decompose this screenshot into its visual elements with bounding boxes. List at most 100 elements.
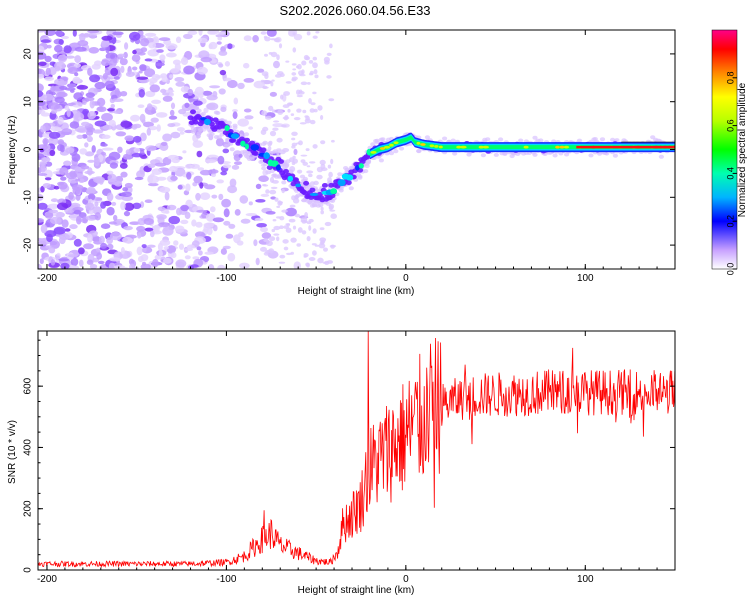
noise-blob — [60, 176, 67, 181]
noise-blob — [291, 63, 297, 66]
noise-blob — [57, 54, 68, 63]
noise-blob — [145, 145, 157, 152]
ridge-halo — [226, 120, 232, 125]
noise-blob — [131, 54, 141, 62]
noise-blob — [44, 211, 54, 219]
noise-blob — [227, 43, 233, 50]
snr-x-tick-label: -200 — [37, 574, 57, 585]
noise-blob — [168, 115, 178, 120]
ridge-halo — [309, 181, 316, 186]
noise-blob — [39, 161, 48, 166]
noise-blob — [177, 184, 183, 190]
noise-blob — [150, 230, 155, 238]
noise-blob — [192, 140, 204, 148]
snr-x-ticks: -200 -100 0 100 — [37, 331, 676, 585]
noise-blob — [222, 148, 230, 154]
noise-blob — [191, 219, 197, 227]
noise-blob — [292, 198, 300, 204]
noise-blob — [318, 243, 326, 249]
ridge-halo — [229, 147, 235, 152]
noise-blob — [308, 257, 316, 261]
noise-blob — [265, 211, 276, 215]
noise-blob — [158, 222, 170, 228]
noise-blob — [320, 239, 326, 244]
noise-blob — [272, 127, 279, 131]
noise-blob — [320, 210, 325, 215]
noise-blob — [86, 135, 93, 143]
noise-blob — [120, 120, 132, 128]
noise-blob — [170, 252, 177, 259]
ridge-halo — [196, 108, 202, 113]
colorbar-tick-label: 0.8 — [725, 72, 735, 85]
noise-blob — [68, 191, 74, 200]
noise-blob — [120, 191, 132, 197]
noise-blob — [115, 131, 127, 137]
noise-blob — [119, 162, 128, 169]
ridge-halo — [297, 169, 303, 174]
ridge-halo — [285, 159, 291, 164]
noise-blob — [170, 131, 181, 139]
noise-blob — [252, 35, 259, 43]
noise-blob — [292, 32, 296, 36]
noise-blob — [187, 88, 194, 96]
noise-blob — [276, 54, 280, 61]
ridge-halo — [249, 156, 255, 161]
noise-blob — [253, 80, 265, 89]
noise-blob — [272, 123, 284, 128]
noise-blob — [49, 149, 56, 157]
noise-blob — [47, 203, 60, 209]
noise-blob — [303, 54, 309, 61]
ridge-halo — [498, 137, 504, 142]
noise-blob — [203, 222, 216, 228]
noise-blob — [282, 239, 289, 244]
noise-blob — [94, 60, 102, 66]
noise-blob — [113, 76, 120, 80]
noise-blob — [125, 71, 135, 77]
noise-blob — [96, 106, 107, 113]
noise-blob — [323, 247, 328, 252]
noise-blob — [198, 250, 203, 256]
band-sparkle — [383, 145, 391, 149]
noise-blob — [243, 62, 250, 69]
noise-blob — [38, 51, 47, 60]
noise-blob — [102, 73, 108, 80]
noise-blob — [326, 52, 332, 57]
ridge-halo — [225, 138, 231, 143]
noise-blob — [59, 167, 69, 176]
band-sparkle — [429, 144, 435, 148]
noise-blob — [100, 151, 107, 156]
noise-blob — [206, 102, 219, 111]
noise-blob — [207, 169, 219, 174]
noise-blob — [92, 129, 104, 134]
noise-blob — [81, 134, 88, 139]
noise-blob — [283, 246, 289, 251]
ridge-core — [230, 138, 237, 143]
noise-blob — [273, 120, 280, 123]
noise-blob — [77, 102, 83, 107]
noise-blob — [137, 232, 142, 239]
noise-blob — [57, 139, 65, 146]
noise-blob — [267, 146, 272, 151]
noise-blob — [210, 206, 216, 213]
spectrogram-ridge-layer — [187, 108, 675, 208]
noise-blob — [187, 30, 198, 36]
noise-blob — [226, 79, 238, 89]
ridge-halo — [480, 153, 486, 158]
noise-blob — [183, 33, 193, 40]
noise-blob — [293, 117, 301, 121]
noise-blob — [308, 98, 312, 104]
noise-blob — [266, 240, 273, 247]
noise-blob — [152, 258, 159, 268]
noise-blob — [306, 82, 311, 85]
noise-blob — [67, 254, 78, 258]
snr-y-axis-label: SNR (10 * v/v) — [7, 420, 18, 484]
noise-blob — [38, 202, 48, 210]
noise-blob — [131, 153, 143, 158]
noise-blob — [257, 68, 265, 73]
noise-blob — [262, 184, 269, 187]
noise-blob — [183, 65, 195, 75]
noise-blob — [76, 215, 82, 225]
noise-blob — [133, 135, 142, 143]
ridge-halo — [315, 203, 321, 208]
noise-blob — [67, 265, 77, 269]
